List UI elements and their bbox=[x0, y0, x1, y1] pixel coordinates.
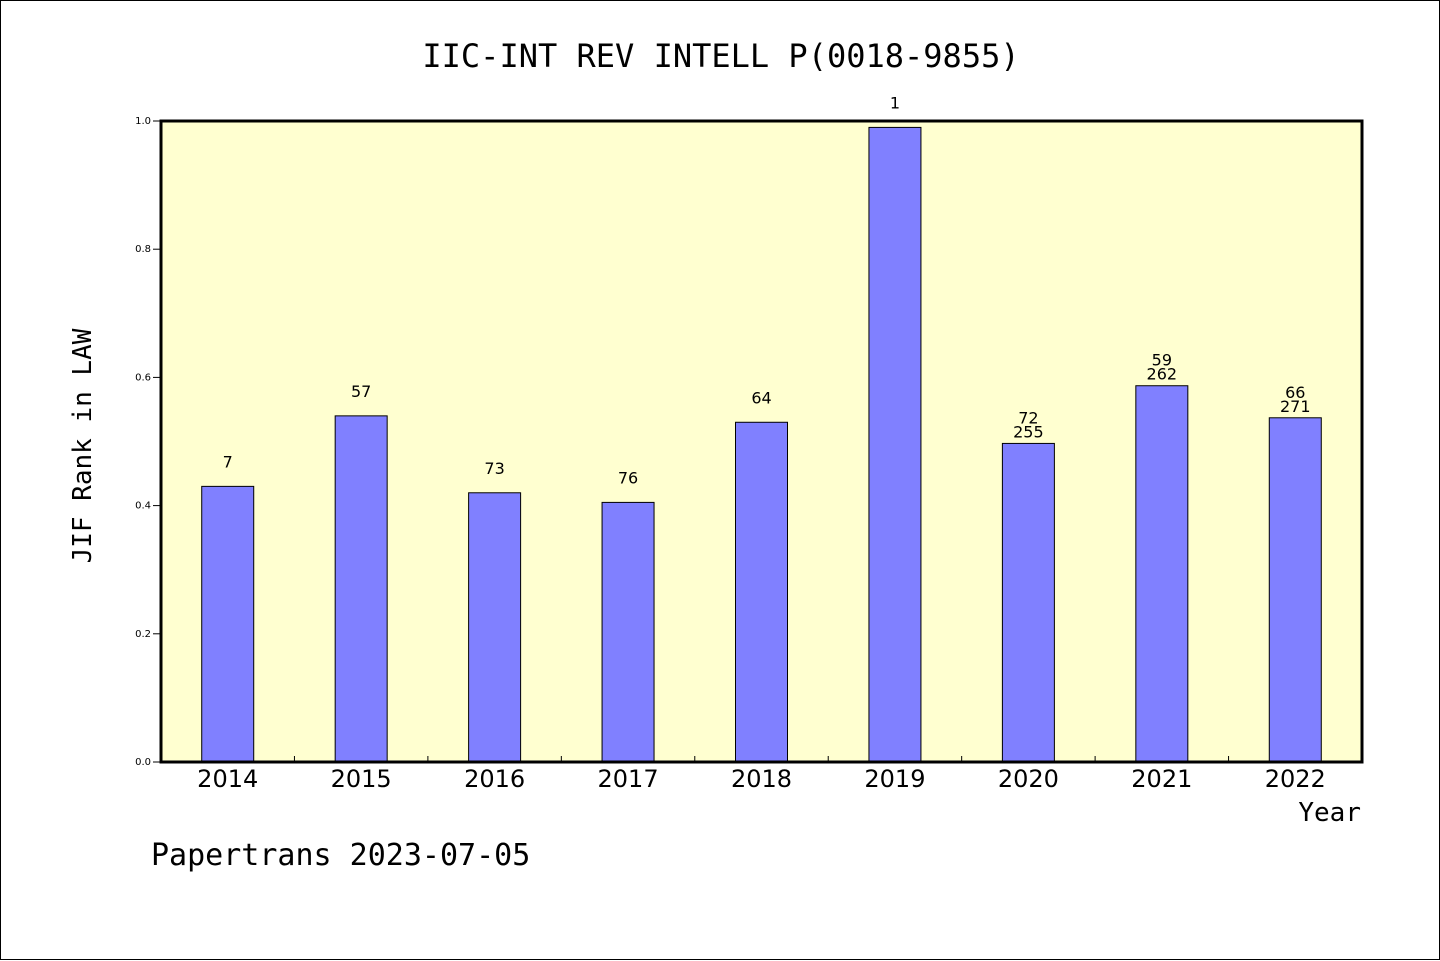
data-label-rank: 59 bbox=[1152, 351, 1172, 370]
x-tick-label: 2018 bbox=[731, 765, 792, 793]
bar-2015 bbox=[334, 415, 388, 763]
bar-2014 bbox=[201, 485, 255, 763]
x-tick-label: 2017 bbox=[598, 765, 659, 793]
data-label: 57 bbox=[351, 382, 371, 401]
footer-credit: Papertrans 2023-07-05 bbox=[151, 838, 530, 873]
x-axis-label: Year bbox=[1298, 798, 1361, 828]
data-label: 1 bbox=[890, 93, 900, 112]
bar-2018 bbox=[735, 421, 788, 763]
data-label-total: 255 bbox=[1013, 422, 1044, 441]
y-tick-label: 1.0 bbox=[135, 116, 151, 127]
chart-title: IIC-INT REV INTELL P(0018-9855) bbox=[422, 37, 1019, 75]
x-tick-label: 2014 bbox=[197, 765, 258, 793]
data-label: 7 bbox=[223, 452, 233, 471]
data-label: 73 bbox=[484, 459, 504, 478]
x-tick-label: 2016 bbox=[464, 765, 525, 793]
y-tick-label: 0.0 bbox=[135, 757, 151, 768]
bar-2019 bbox=[868, 126, 922, 763]
y-tick-label: 0.4 bbox=[135, 501, 151, 512]
y-tick-label: 0.8 bbox=[135, 244, 151, 255]
data-label-total: 262 bbox=[1147, 365, 1178, 384]
y-tick-label: 0.6 bbox=[135, 372, 151, 383]
data-label-total: 271 bbox=[1280, 397, 1311, 416]
y-axis: 0.0 0.2 0.4 0.6 0.8 1.0 bbox=[135, 116, 161, 768]
data-label: 64 bbox=[751, 388, 771, 407]
data-label: 76 bbox=[618, 468, 638, 487]
y-axis-label: JIF Rank in LAW bbox=[68, 328, 98, 563]
x-tick-label: 2019 bbox=[864, 765, 925, 793]
data-label-rank: 72 bbox=[1018, 408, 1038, 427]
x-tick-label: 2021 bbox=[1131, 765, 1192, 793]
y-tick-label: 0.2 bbox=[135, 629, 151, 640]
x-tick-label: 2015 bbox=[331, 765, 392, 793]
bar-2022 bbox=[1268, 417, 1322, 763]
data-label-rank: 66 bbox=[1285, 383, 1305, 402]
bar-2020 bbox=[1001, 442, 1055, 763]
x-tick-label: 2020 bbox=[998, 765, 1059, 793]
bar-series bbox=[159, 119, 1364, 764]
bar-2021 bbox=[1135, 385, 1189, 763]
bar-2017 bbox=[601, 501, 655, 763]
plot-frame bbox=[159, 119, 1364, 764]
x-tick-label: 2022 bbox=[1265, 765, 1326, 793]
x-axis: 2014 2015 2016 2017 2018 2019 2020 2021 2022 bbox=[197, 756, 1326, 793]
bar-2016 bbox=[468, 492, 522, 763]
